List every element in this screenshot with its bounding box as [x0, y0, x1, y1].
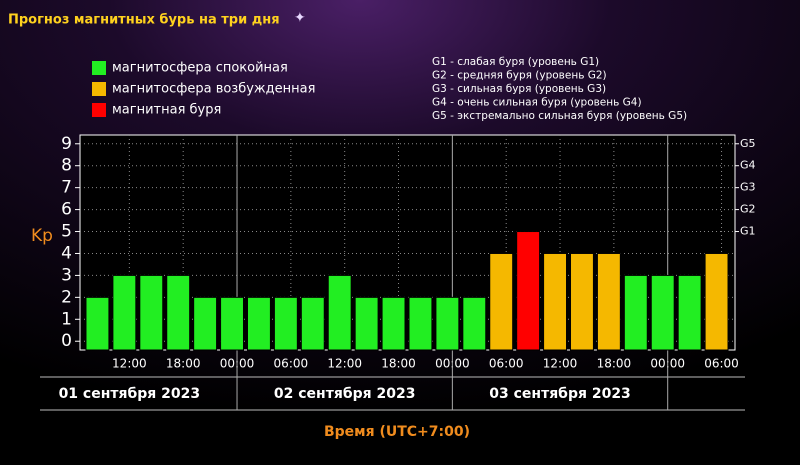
legend-label: магнитосфера спокойная [112, 61, 288, 76]
x-tick-label: 12:00 [327, 357, 362, 371]
y2-tick-label: G2 [740, 203, 756, 216]
bar [408, 296, 433, 351]
sparkle: ✦ [294, 10, 306, 26]
x-tick-label: 06:00 [489, 357, 524, 371]
y-tick-label: 6 [61, 200, 72, 220]
bar [220, 296, 244, 351]
x-tick-label: 06:00 [274, 357, 309, 371]
bar [193, 296, 218, 351]
x-tick-label: 06:00 [704, 357, 739, 371]
x-axis-label: Время (UTC+7:00) [324, 424, 470, 440]
date-label: 02 сентября 2023 [274, 386, 416, 402]
date-label: 03 сентября 2023 [489, 386, 631, 402]
y-tick-label: 1 [61, 309, 72, 329]
legend-swatch [92, 103, 106, 117]
bar [166, 274, 191, 351]
legend-label: магнитосфера возбужденная [112, 82, 315, 97]
x-tick-label: 18:00 [597, 357, 632, 371]
bar [462, 296, 487, 351]
bar [543, 252, 568, 351]
x-tick-label: 12:00 [543, 357, 578, 371]
y-axis-label: Kp [31, 226, 53, 246]
bar [489, 252, 514, 351]
bar [516, 231, 541, 351]
y-tick-label: 2 [61, 287, 72, 307]
y-tick-label: 7 [61, 178, 72, 198]
x-tick-label: 12:00 [112, 357, 147, 371]
y-tick-label: 5 [61, 222, 72, 242]
storm-level-note: G4 - очень сильная буря (уровень G4) [432, 97, 642, 109]
storm-level-note: G5 - экстремально сильная буря (уровень … [432, 110, 687, 122]
bar [381, 296, 406, 351]
x-tick-label: 18:00 [381, 357, 416, 371]
y2-tick-label: G1 [740, 225, 756, 238]
bar [327, 274, 352, 351]
storm-level-note: G2 - средняя буря (уровень G2) [432, 70, 607, 82]
y-tick-label: 8 [61, 156, 72, 176]
legend-label: магнитная буря [112, 103, 221, 118]
bar [650, 274, 675, 351]
y2-tick-label: G4 [740, 159, 756, 172]
y-tick-label: 4 [61, 243, 72, 263]
storm-level-note: G3 - сильная буря (уровень G3) [432, 83, 606, 95]
bar [246, 296, 271, 351]
legend-swatch [92, 82, 106, 96]
bar [273, 296, 298, 351]
bar [623, 274, 648, 351]
storm-level-note: G1 - слабая буря (уровень G1) [432, 56, 599, 68]
legend-swatch [92, 61, 106, 75]
bar [139, 274, 164, 351]
bar [596, 252, 621, 351]
bar [570, 252, 594, 351]
bar [677, 274, 702, 351]
bar [435, 296, 460, 351]
bar [300, 296, 325, 351]
y-tick-label: 9 [61, 134, 72, 154]
y2-tick-label: G3 [740, 181, 756, 194]
bar [354, 296, 379, 351]
y-tick-label: 0 [61, 331, 72, 351]
y2-tick-label: G5 [740, 137, 756, 150]
bar [704, 252, 729, 351]
bar [85, 296, 110, 351]
x-tick-label: 18:00 [166, 357, 201, 371]
date-label: 01 сентября 2023 [59, 386, 201, 402]
y-tick-label: 3 [61, 265, 72, 285]
chart-title: Прогноз магнитных бурь на три дня [8, 13, 280, 28]
bar [112, 274, 137, 351]
